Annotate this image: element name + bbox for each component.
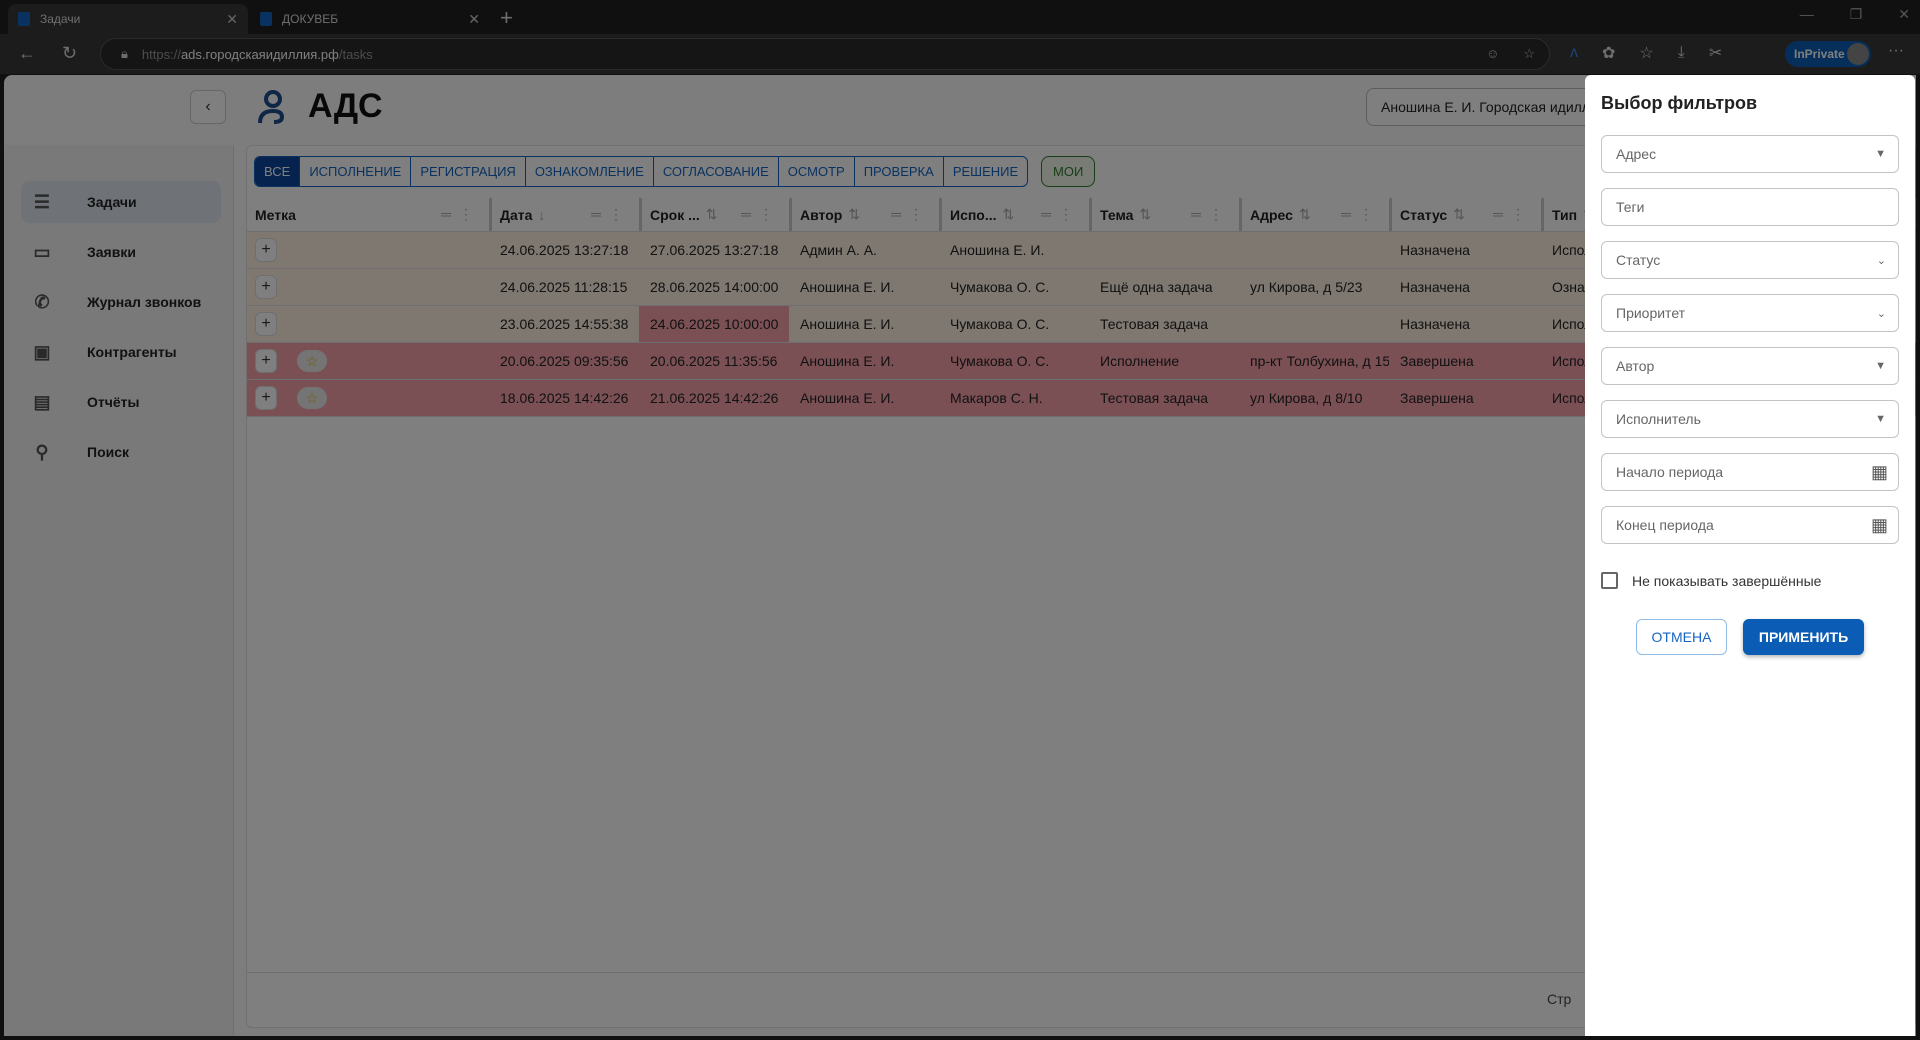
filter-field-date[interactable]: Начало периода ▦ xyxy=(1601,453,1899,491)
filter-field-autocomplete[interactable]: Адрес ▼ xyxy=(1601,135,1899,173)
filter-field-autocomplete[interactable]: Исполнитель ▼ xyxy=(1601,400,1899,438)
field-placeholder: Автор xyxy=(1616,358,1655,374)
field-placeholder: Приоритет xyxy=(1616,305,1686,321)
filter-field-select[interactable]: Приоритет ⌄ xyxy=(1601,294,1899,332)
field-placeholder: Теги xyxy=(1616,199,1645,215)
dropdown-arrow-icon[interactable]: ▼ xyxy=(1875,360,1886,372)
filter-field-text[interactable]: Теги xyxy=(1601,188,1899,226)
chevron-down-icon[interactable]: ⌄ xyxy=(1876,307,1886,320)
filter-field-select[interactable]: Статус ⌄ xyxy=(1601,241,1899,279)
filter-field-autocomplete[interactable]: Автор ▼ xyxy=(1601,347,1899,385)
hide-completed-checkbox[interactable]: Не показывать завершённые xyxy=(1601,572,1821,589)
cancel-button[interactable]: ОТМЕНА xyxy=(1636,619,1727,655)
dropdown-arrow-icon[interactable]: ▼ xyxy=(1875,413,1886,425)
calendar-icon[interactable]: ▦ xyxy=(1870,514,1888,535)
field-placeholder: Адрес xyxy=(1616,146,1657,162)
checkbox-icon[interactable] xyxy=(1601,572,1618,589)
filter-drawer: Выбор фильтров Адрес ▼ Теги Статус ⌄ Приорите… xyxy=(1585,75,1915,1036)
drawer-title: Выбор фильтров xyxy=(1601,93,1758,113)
filter-field-date[interactable]: Конец периода ▦ xyxy=(1601,506,1899,544)
dropdown-arrow-icon[interactable]: ▼ xyxy=(1875,148,1886,160)
calendar-icon[interactable]: ▦ xyxy=(1870,461,1888,482)
field-placeholder: Статус xyxy=(1616,252,1661,268)
field-placeholder: Конец периода xyxy=(1616,517,1714,533)
chevron-down-icon[interactable]: ⌄ xyxy=(1876,254,1886,267)
field-placeholder: Исполнитель xyxy=(1616,411,1701,427)
checkbox-label: Не показывать завершённые xyxy=(1632,572,1822,589)
apply-button[interactable]: ПРИМЕНИТЬ xyxy=(1743,619,1864,655)
field-placeholder: Начало периода xyxy=(1616,464,1724,480)
